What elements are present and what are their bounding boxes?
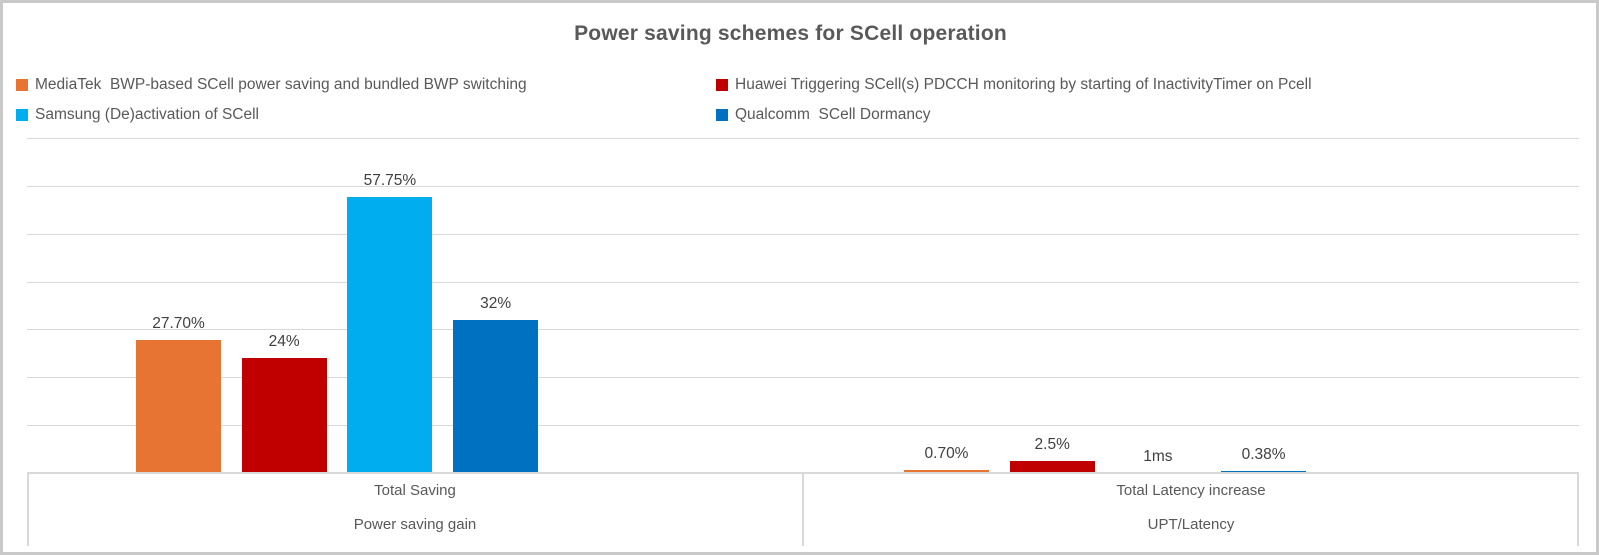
category-axis-title: Power saving gain (353, 516, 477, 533)
category-axis-title: UPT/Latency (1147, 516, 1235, 533)
axis-tick-middle (802, 474, 804, 546)
data-label-series1-cat0: 24% (268, 333, 300, 351)
legend-swatch-huawei-icon (716, 79, 728, 91)
data-label-series1-cat1: 2.5% (1034, 436, 1070, 454)
category-label: Total Saving (374, 482, 456, 499)
legend-swatch-mediatek-icon (16, 79, 28, 91)
bar-series1-cat1[interactable] (1009, 461, 1095, 473)
legend-label: MediaTek BWP-based SCell power saving an… (35, 76, 527, 93)
gridline-30 (27, 329, 1579, 331)
category-axis-line (27, 472, 1579, 474)
data-label-series0-cat0: 27.70% (152, 315, 205, 333)
bar-series2-cat0[interactable] (347, 196, 433, 473)
category-axis: Total Saving Power saving gain Total Lat… (27, 474, 1579, 546)
data-label-series2-cat1: 1ms (1143, 448, 1173, 465)
category-label: Total Latency increase (1116, 482, 1266, 499)
axis-tick-right (1577, 474, 1579, 546)
bar-series0-cat1[interactable] (904, 469, 989, 473)
legend-item-samsung[interactable]: Samsung (De)activation of SCell (16, 106, 259, 124)
legend-swatch-samsung-icon (16, 109, 28, 121)
data-label-series3-cat0: 32% (480, 294, 512, 312)
data-label-series2-cat0: 57.75% (363, 171, 417, 189)
data-label-series3-cat1: 0.38% (1241, 446, 1286, 464)
legend-item-mediatek[interactable]: MediaTek BWP-based SCell power saving an… (16, 76, 527, 94)
data-label-series0-cat1: 0.70% (924, 444, 969, 462)
gridline-20 (27, 377, 1579, 379)
legend-item-huawei[interactable]: Huawei Triggering SCell(s) PDCCH monitor… (716, 76, 1312, 94)
legend-label: Huawei Triggering SCell(s) PDCCH monitor… (735, 76, 1312, 93)
legend-label: Samsung (De)activation of SCell (35, 106, 259, 123)
axis-tick-left (27, 474, 29, 546)
gridline-70 (27, 138, 1579, 139)
gridline-10 (27, 425, 1579, 427)
legend-label: Qualcomm SCell Dormancy (735, 106, 931, 123)
bar-series0-cat0[interactable] (136, 340, 221, 473)
gridline-60 (27, 185, 1579, 187)
legend-item-qualcomm[interactable]: Qualcomm SCell Dormancy (716, 106, 931, 124)
gridline-40 (27, 281, 1579, 283)
bar-series1-cat0[interactable] (241, 358, 327, 473)
category-total-latency-increase: Total Latency increase UPT/Latency (803, 474, 1579, 546)
plot-area: 27.70% 0.70% 24% 2.5% 57.75% 1ms 32% 0.38% (27, 138, 1579, 473)
chart-title: Power saving schemes for SCell operation (574, 22, 1007, 45)
gridline-50 (27, 233, 1579, 235)
category-total-saving: Total Saving Power saving gain (27, 474, 803, 546)
bar-series3-cat0[interactable] (453, 319, 539, 473)
legend-swatch-qualcomm-icon (716, 109, 728, 121)
